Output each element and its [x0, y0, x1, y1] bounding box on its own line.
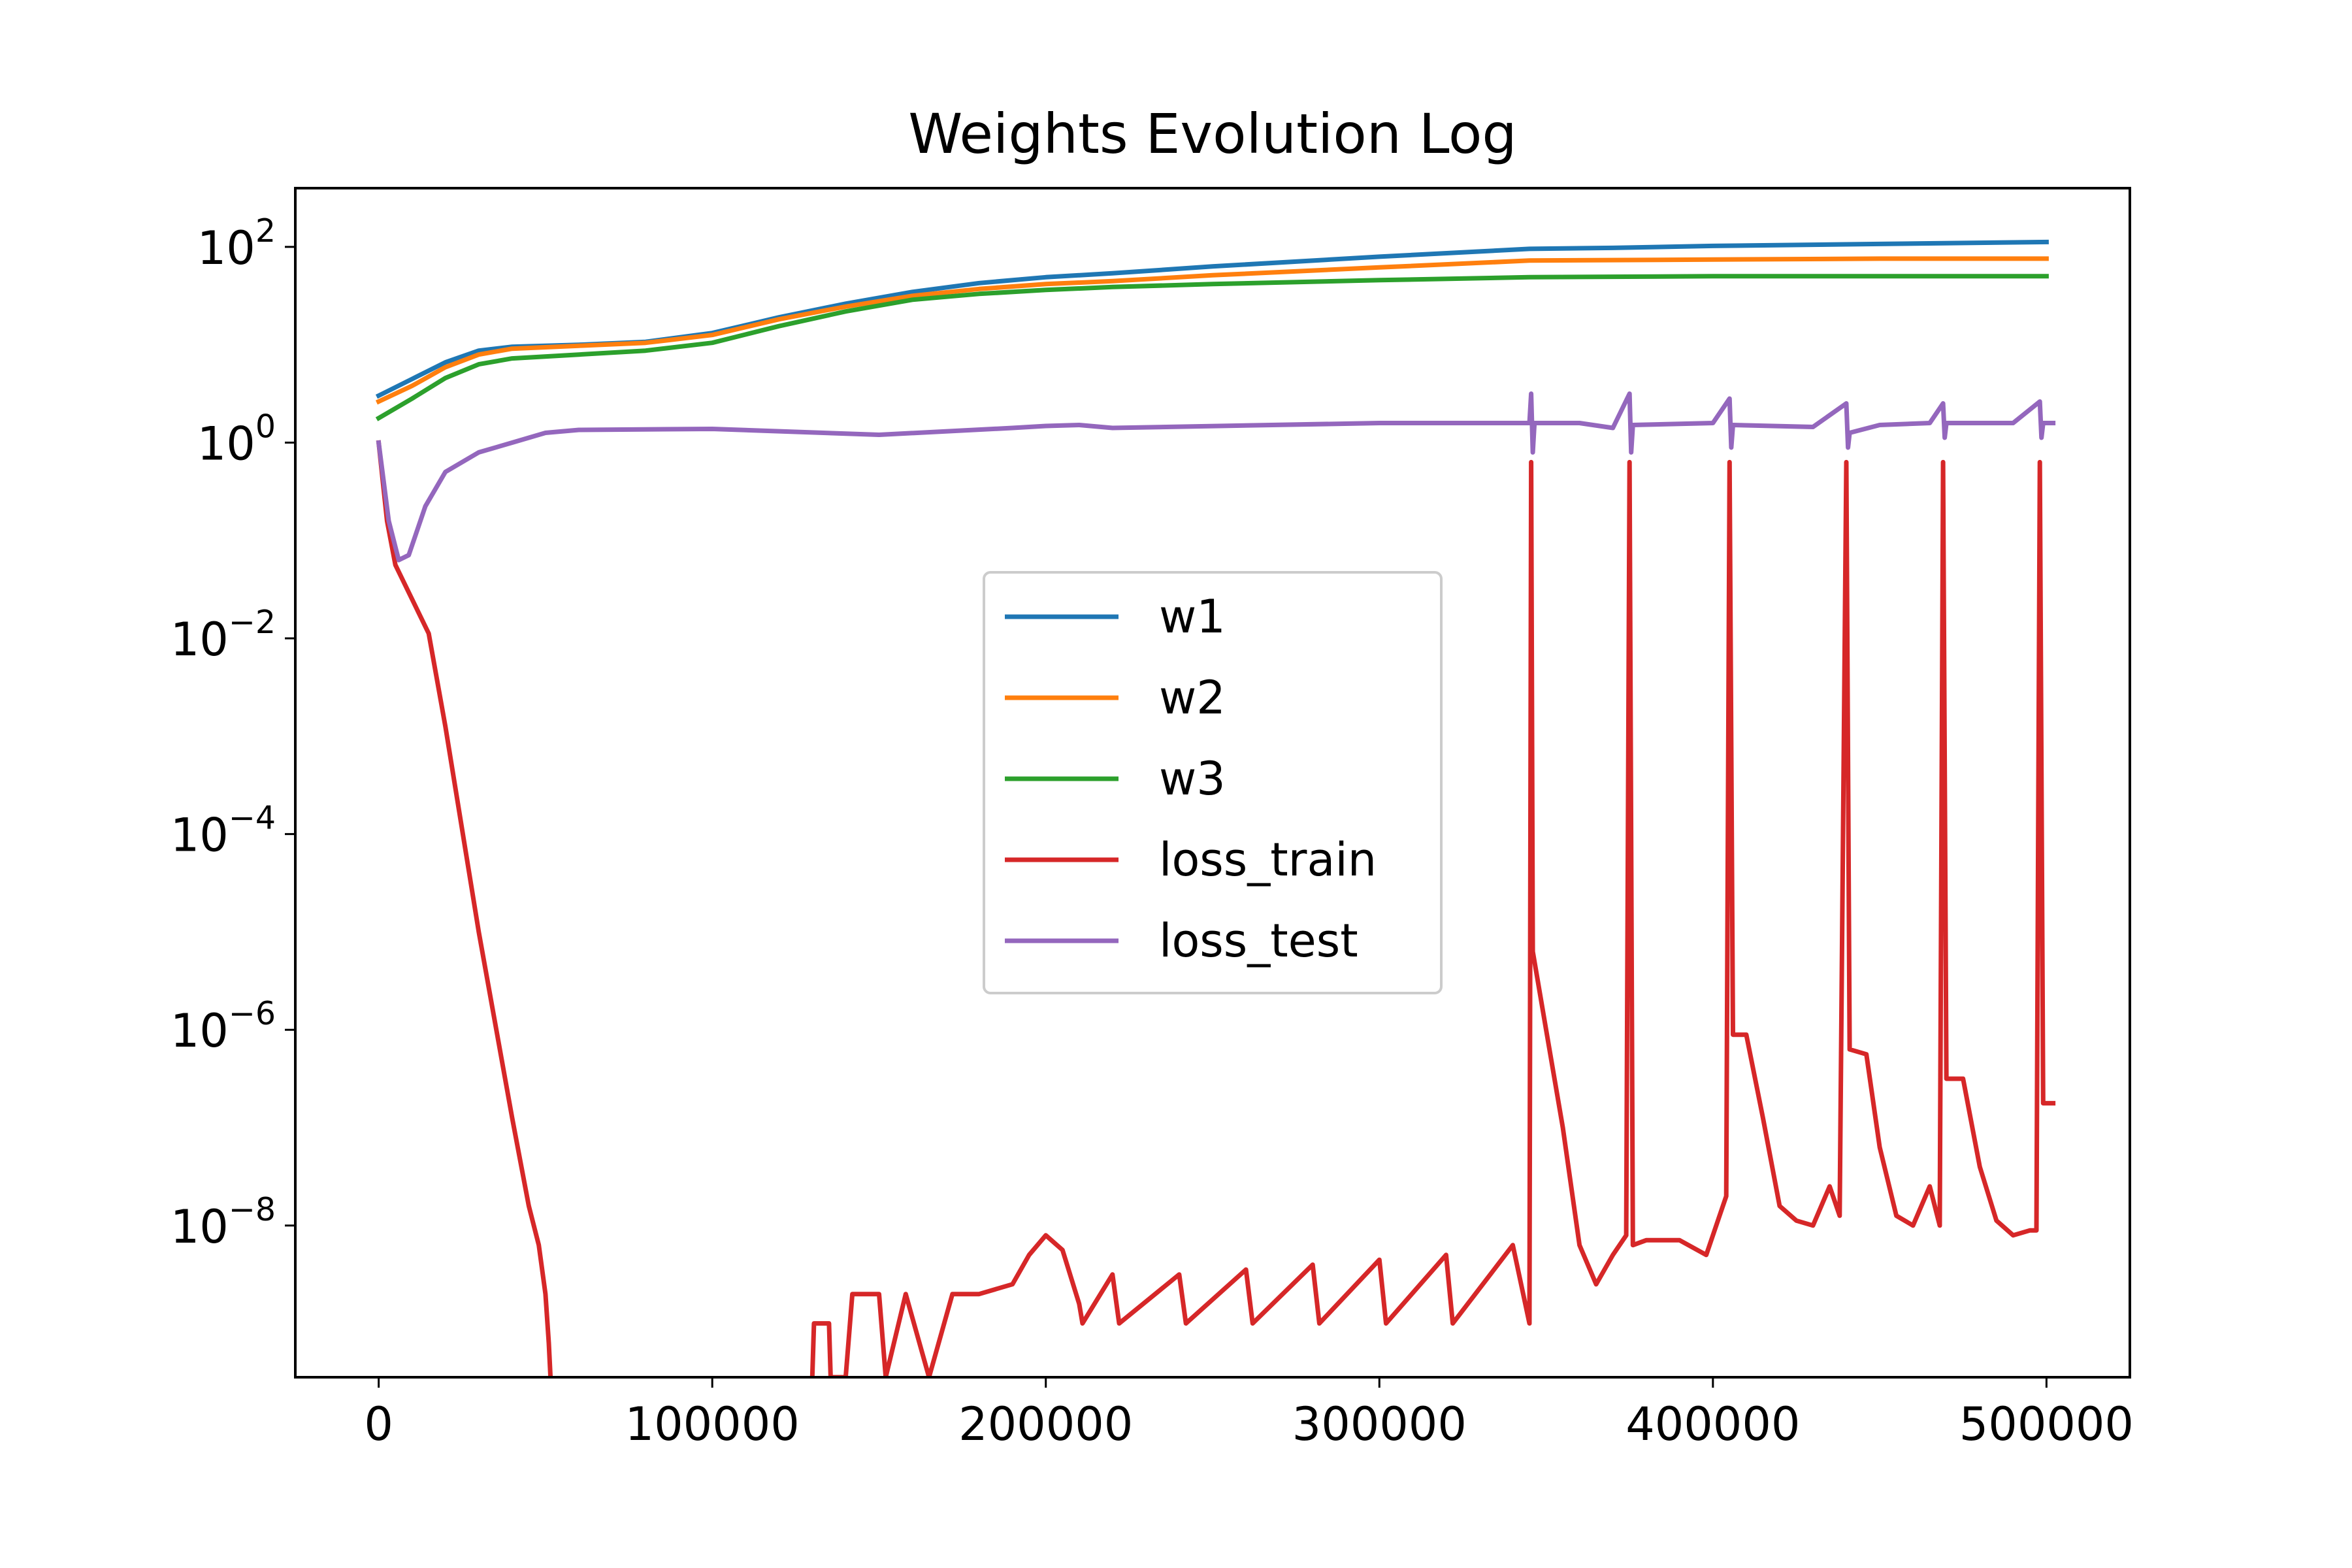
- x-tick-label: 300000: [1292, 1397, 1467, 1451]
- y-tick-label: 10−6: [171, 995, 276, 1058]
- y-tick-label: 102: [197, 212, 276, 275]
- legend-box: [983, 571, 1443, 994]
- y-tick-label: 10−2: [171, 604, 276, 666]
- y-tick-label: 10−8: [171, 1191, 276, 1254]
- y-tick-label: 10−4: [171, 800, 276, 862]
- x-tick-label: 200000: [958, 1397, 1133, 1451]
- legend-label-loss-train: loss_train: [1159, 833, 1377, 887]
- plot-frame: [294, 187, 2131, 1379]
- legend-label-w2: w2: [1159, 671, 1226, 725]
- series-line-w1: [375, 239, 2049, 399]
- x-tick-label: 0: [364, 1397, 393, 1451]
- series-line-loss-test: [376, 391, 2056, 563]
- x-tick-label: 100000: [625, 1397, 800, 1451]
- legend-label-loss-test: loss_test: [1159, 914, 1358, 968]
- chart-title: Weights Evolution Log: [908, 102, 1517, 166]
- series-layer: [375, 239, 2056, 1377]
- series-line-loss-train: [376, 440, 2056, 1377]
- y-axis: 102 100 10−2 10−4 10−6 10−8: [171, 212, 295, 1254]
- x-tick-label: 400000: [1625, 1397, 1800, 1451]
- legend-label-w3: w3: [1159, 752, 1226, 806]
- x-tick-label: 500000: [1959, 1397, 2134, 1451]
- series-line-w2: [375, 256, 2049, 405]
- legend: w1 w2 w3 loss_train loss_test: [983, 571, 1443, 994]
- y-tick-label: 100: [197, 408, 276, 470]
- x-axis: 0 100000 200000 300000 400000 500000: [364, 1377, 2134, 1451]
- series-line-w3: [375, 274, 2049, 421]
- legend-label-w1: w1: [1159, 590, 1226, 644]
